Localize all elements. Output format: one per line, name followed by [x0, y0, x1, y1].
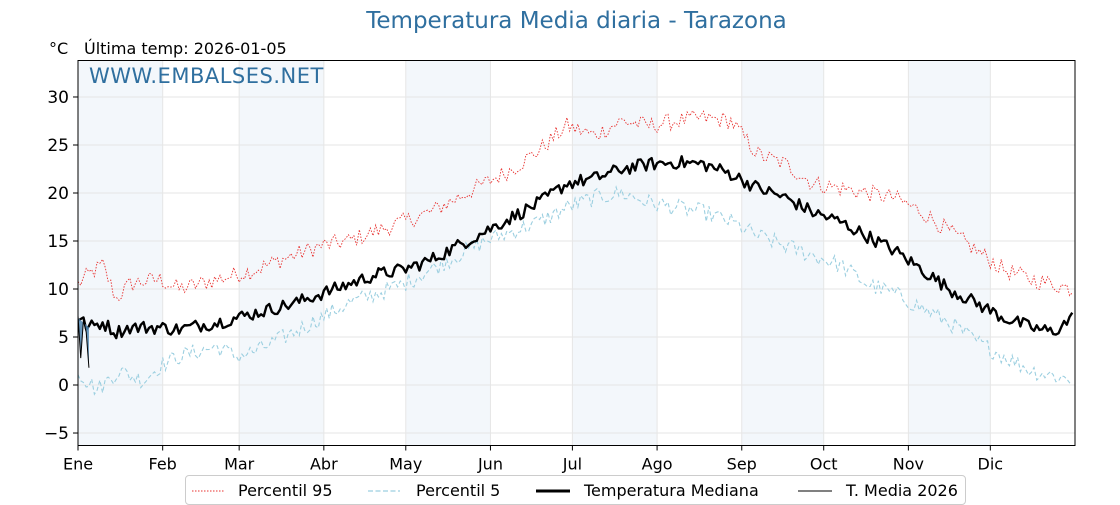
y-unit-label: °C	[49, 39, 69, 58]
x-tick-label: Oct	[810, 455, 838, 474]
month-band-Jul	[572, 60, 658, 446]
series-lines	[77, 109, 1074, 396]
y-tick-label: 20	[47, 184, 69, 204]
x-tick-label: Sep	[727, 455, 757, 474]
watermark: WWW.EMBALSES.NET	[89, 64, 324, 88]
x-tick-label: Ago	[642, 455, 673, 474]
series-percentil-95	[77, 109, 1073, 301]
legend-swatch-p95	[192, 490, 224, 492]
x-tick-label: May	[389, 455, 422, 474]
month-band-Mar	[239, 60, 324, 446]
legend-label-median: Temperatura Mediana	[584, 481, 759, 500]
y-tick-label: 30	[47, 88, 69, 108]
month-band-Nov	[908, 60, 991, 446]
legend: Percentil 95 Percentil 5 Temperatura Med…	[185, 475, 966, 505]
legend-swatch-p5	[368, 490, 400, 492]
y-tick-label: 10	[47, 280, 69, 300]
legend-label-p5: Percentil 5	[416, 481, 501, 500]
month-band-Ene	[78, 60, 163, 446]
grid-lines	[77, 60, 1075, 446]
x-tick-label: Ene	[63, 455, 93, 474]
x-tick-label: Nov	[893, 455, 924, 474]
y-tick-label: −5	[44, 424, 69, 444]
x-tick-label: Dic	[978, 455, 1004, 474]
legend-label-p95: Percentil 95	[238, 481, 333, 500]
legend-swatch-median	[536, 489, 570, 493]
month-band-Sep	[741, 60, 824, 446]
x-tick-label: Feb	[149, 455, 177, 474]
last-temp-label: Última temp: 2026-01-05	[84, 39, 287, 58]
chart-title: Temperatura Media diaria - Tarazona	[366, 8, 787, 34]
legend-label-2026: T. Media 2026	[846, 481, 958, 500]
month-bands	[78, 60, 991, 446]
x-tick-label: Jun	[477, 455, 503, 474]
y-tick-label: 25	[47, 136, 69, 156]
legend-swatch-2026	[798, 490, 832, 492]
y-tick-label: 15	[47, 232, 69, 252]
y-tick-label: 0	[58, 376, 69, 396]
series-t-media-2026	[77, 315, 90, 368]
plot-frame	[77, 60, 1076, 446]
x-tick-label: Mar	[224, 455, 255, 474]
y-tick-label: 5	[58, 328, 69, 348]
series-percentil-5	[77, 185, 1073, 396]
x-tick-label: Jul	[562, 455, 582, 474]
series-temperatura-mediana	[77, 155, 1074, 340]
axis-ticks: −5 0 5 10 15 20 25 30 Ene Feb Mar Abr May Jun Jul Ago Se…	[44, 88, 1003, 474]
x-tick-label: Abr	[310, 455, 338, 474]
